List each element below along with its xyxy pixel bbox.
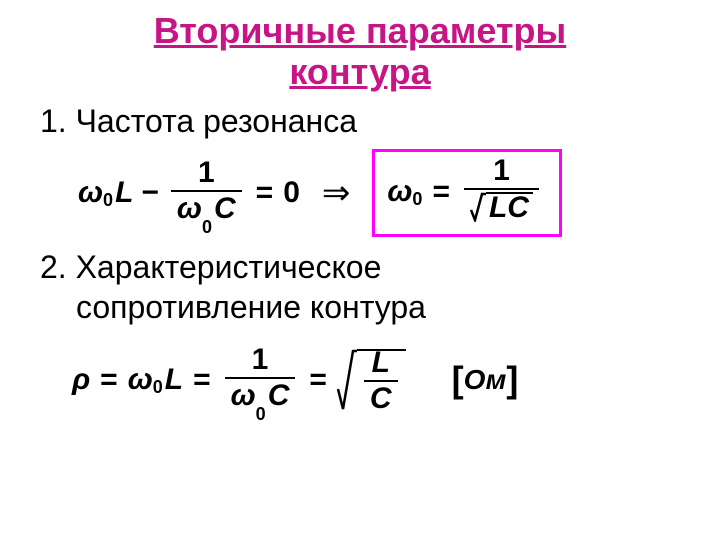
var-L-2: L xyxy=(165,363,183,397)
var-C: C xyxy=(214,192,236,225)
sqrt-sign-1 xyxy=(470,192,486,222)
fraction-LoverC: L C xyxy=(364,348,398,414)
equals-1: = xyxy=(256,176,274,210)
equals-2: = xyxy=(432,175,450,209)
rho-symbol: ρ xyxy=(72,363,90,397)
bracket-right: ] xyxy=(506,359,518,401)
fraction-1: 1 ω0C xyxy=(171,158,242,228)
title-line2: контура xyxy=(289,51,430,92)
title-line1: Вторичные параметры xyxy=(154,10,567,51)
item-2-label: 2. Характеристическое сопротивление конт… xyxy=(40,247,680,327)
formula-2-row: ρ = ω0 L = 1 ω0C = L C xyxy=(72,345,680,415)
omega-symbol-2: ω xyxy=(177,192,202,225)
sub-0-5: 0 xyxy=(256,404,266,424)
sub-0: 0 xyxy=(103,190,113,211)
fraction-3: 1 ω0C xyxy=(225,345,296,415)
equals-5: = xyxy=(309,363,327,397)
unit-ohm: Ом xyxy=(464,364,507,396)
sub-0-4: 0 xyxy=(153,377,163,398)
fraction-2: 1 LC xyxy=(464,156,539,228)
equals-4: = xyxy=(193,363,211,397)
slide-container: Вторичные параметры контура 1. Частота р… xyxy=(0,0,720,425)
denominator-1: ω0C xyxy=(171,190,242,228)
item2-line2: сопротивление контура xyxy=(76,289,426,325)
implies-arrow: ⇒ xyxy=(322,173,351,213)
slide-title: Вторичные параметры контура xyxy=(40,10,680,93)
zero-rhs: 0 xyxy=(283,176,300,210)
sub-0-2: 0 xyxy=(202,217,212,237)
sqrt-body-LoverC: L C xyxy=(357,349,406,410)
denominator-2: LC xyxy=(464,188,539,228)
bracket-left: [ xyxy=(452,359,464,401)
numerator-1: 1 xyxy=(192,158,221,190)
var-C-2: C xyxy=(268,379,290,412)
denominator-3: ω0C xyxy=(225,377,296,415)
equation-lhs: ω0 L − 1 ω0C = 0 xyxy=(78,158,300,228)
formula-1-row: ω0 L − 1 ω0C = 0 ⇒ ω0 = 1 xyxy=(78,149,680,237)
sub-0-3: 0 xyxy=(412,189,422,210)
equation-rho: ρ = ω0 L = 1 ω0C = L C xyxy=(72,345,406,415)
sqrt-sign-2 xyxy=(337,349,357,411)
sqrt-LC: LC xyxy=(470,192,533,222)
equals-3: = xyxy=(100,363,118,397)
item-1-label: 1. Частота резонанса xyxy=(40,101,680,141)
num-L: L xyxy=(366,348,396,380)
den-C: C xyxy=(364,380,398,414)
omega-symbol-4: ω xyxy=(128,363,153,397)
minus-sign: − xyxy=(141,176,159,210)
sqrt-LoverC: L C xyxy=(337,349,406,411)
var-L: L xyxy=(115,176,133,210)
numerator-3: 1 xyxy=(246,345,275,377)
equation-result: ω0 = 1 LC xyxy=(387,156,543,228)
numerator-2: 1 xyxy=(487,156,516,188)
item2-line1: 2. Характеристическое xyxy=(40,249,381,285)
unit-block: [ Ом ] xyxy=(452,359,519,401)
omega-symbol-3: ω xyxy=(387,175,412,209)
sqrt-body-LC: LC xyxy=(486,192,533,221)
omega-symbol: ω xyxy=(78,176,103,210)
omega-symbol-5: ω xyxy=(231,379,256,412)
result-box: ω0 = 1 LC xyxy=(372,149,562,237)
